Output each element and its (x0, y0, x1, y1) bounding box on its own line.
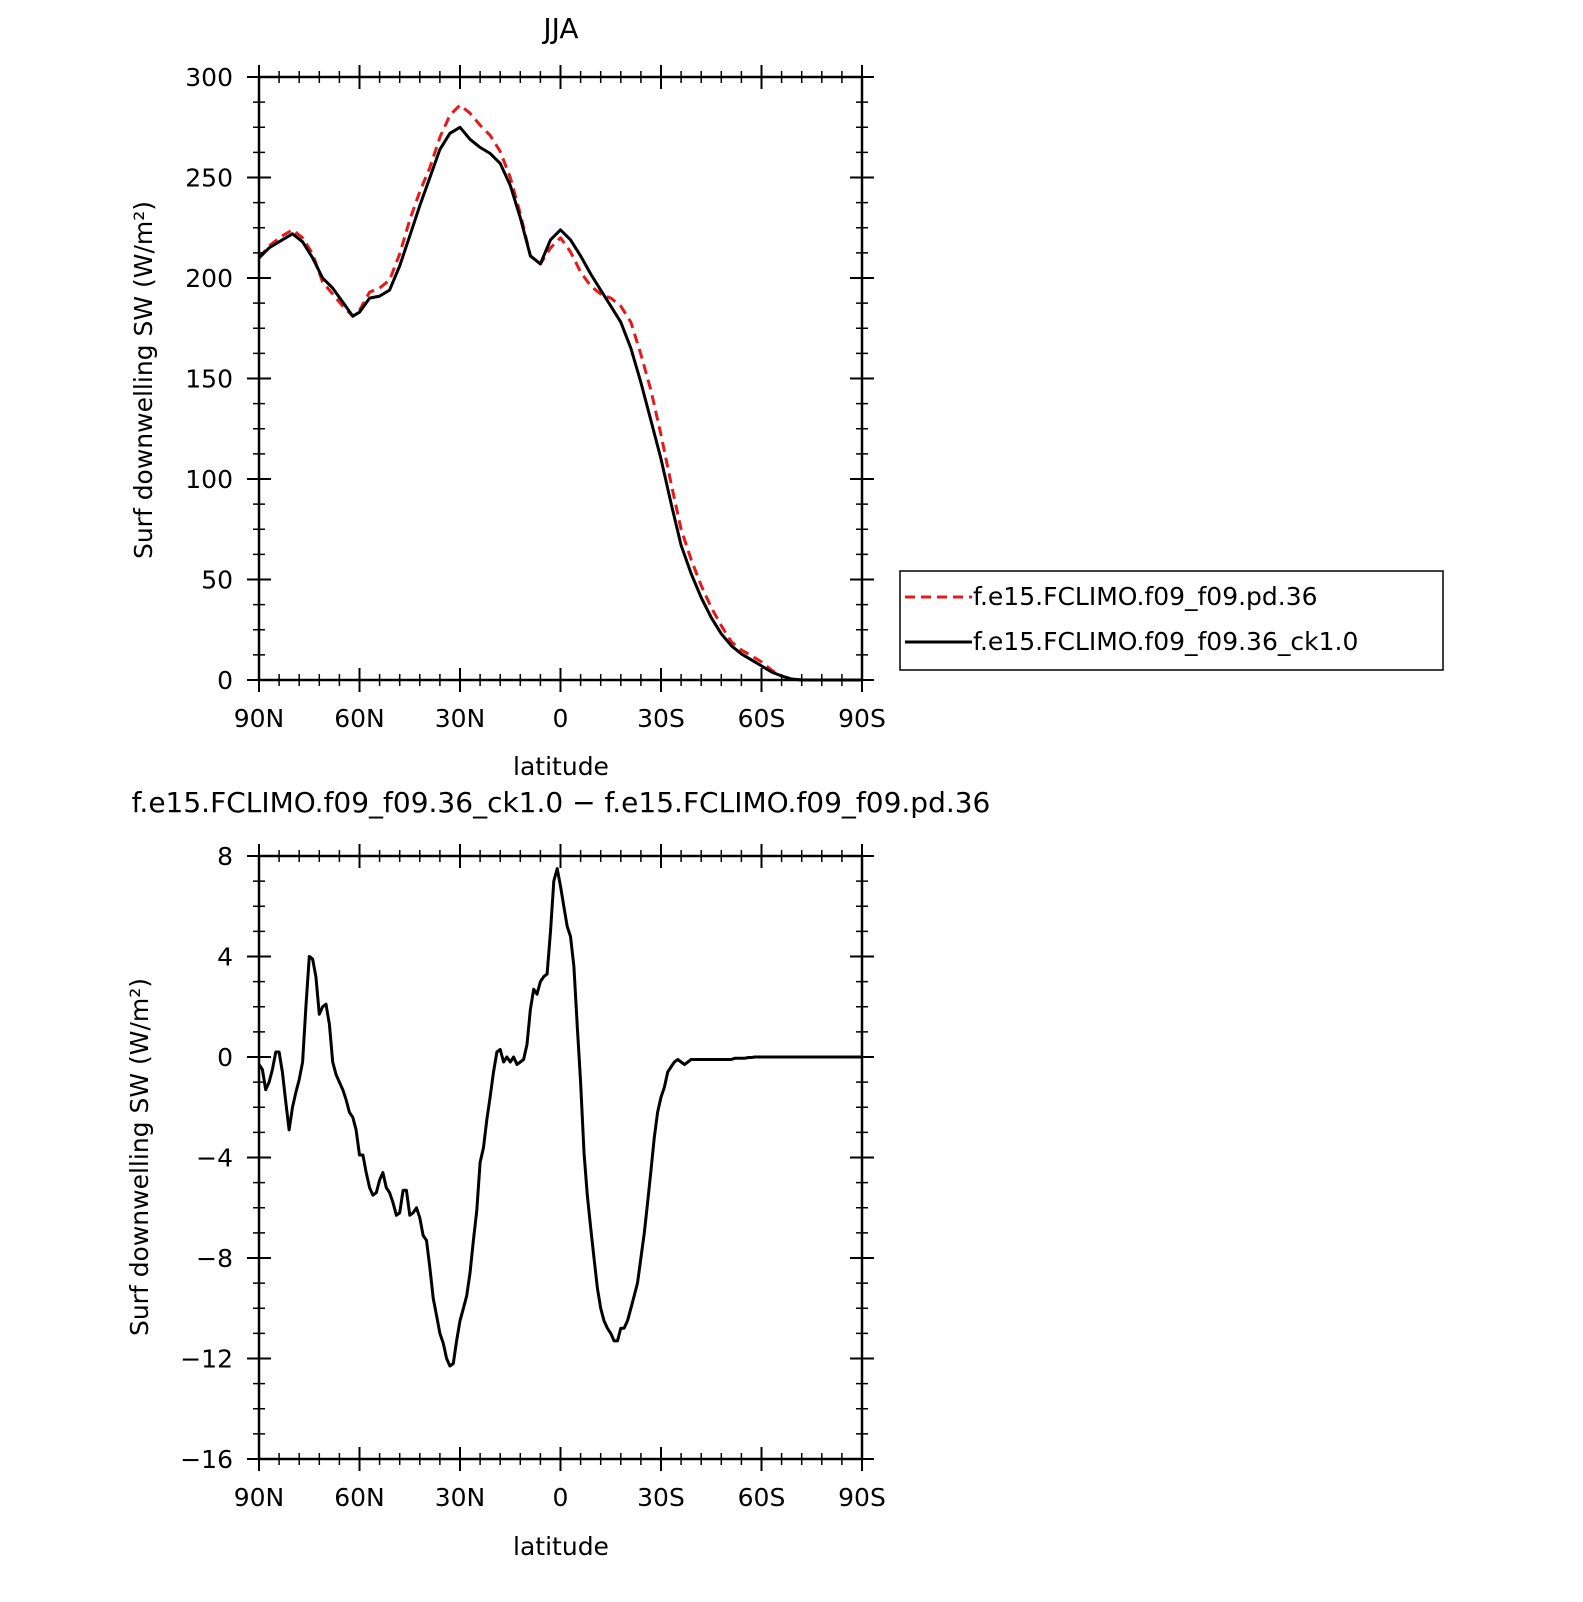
bottom-y-axis-title: Surf downwelling SW (W/m²) (125, 978, 154, 1336)
bottom-y-tick-label: −12 (180, 1345, 233, 1374)
top-y-axis-title: Surf downwelling SW (W/m²) (129, 201, 158, 559)
top-x-tick-label: 30N (435, 704, 486, 733)
bottom-chart-title: f.e15.FCLIMO.f09_f09.36_ck1.0 − f.e15.FC… (132, 786, 991, 819)
bottom-y-tick-label: −16 (180, 1445, 233, 1474)
bottom-x-tick-label: 30N (435, 1483, 486, 1512)
top-x-tick-label: 30S (637, 704, 685, 733)
top-y-tick-label: 300 (185, 63, 233, 92)
top-chart-legend: f.e15.FCLIMO.f09_f09.pd.36 f.e15.FCLIMO.… (899, 570, 1444, 671)
bottom-x-axis-title: latitude (513, 1532, 609, 1561)
top-x-tick-label: 60S (738, 704, 786, 733)
top-y-tick-label: 150 (185, 365, 233, 394)
bottom-chart-panel: f.e15.FCLIMO.f09_f09.36_ck1.0 − f.e15.FC… (125, 786, 990, 1561)
bottom-y-tick-label: 0 (217, 1043, 233, 1072)
top-y-tick-label: 100 (185, 465, 233, 494)
top-y-tick-label: 0 (217, 666, 233, 695)
legend-box (899, 570, 1444, 671)
bottom-plot-frame (257, 854, 864, 1461)
bottom-x-tick-label: 30S (637, 1483, 685, 1512)
top-x-tick-label: 0 (553, 704, 569, 733)
top-chart-title: JJA (541, 12, 578, 45)
bottom-x-tick-label: 60S (738, 1483, 786, 1512)
top-y-tick-label: 250 (185, 164, 233, 193)
bottom-y-tick-label: 4 (217, 943, 233, 972)
top-x-tick-label: 90S (838, 704, 886, 733)
top-x-axis-title: latitude (513, 752, 609, 781)
legend-label-pd36: f.e15.FCLIMO.f09_f09.pd.36 (973, 582, 1318, 611)
top-x-tick-label: 60N (334, 704, 385, 733)
bottom-y-tick-label: −4 (196, 1144, 233, 1173)
bottom-y-tick-label: 8 (217, 842, 233, 871)
bottom-y-tick-label: −8 (196, 1244, 233, 1273)
top-series-line-1 (257, 125, 862, 682)
top-x-tick-label: 90N (234, 704, 285, 733)
top-y-tick-label: 50 (201, 566, 233, 595)
bottom-x-tick-label: 0 (553, 1483, 569, 1512)
bottom-series-line-0 (257, 867, 862, 1368)
top-y-tick-label: 200 (185, 264, 233, 293)
top-chart-panel: JJA 90N 60N 30N 0 30S 60S 90S 0 50 100 150 200 250 30… (129, 12, 1444, 781)
top-series-line-0 (257, 103, 862, 682)
top-plot-frame (257, 75, 864, 682)
bottom-x-tick-label: 90N (234, 1483, 285, 1512)
legend-label-ck1: f.e15.FCLIMO.f09_f09.36_ck1.0 (973, 627, 1358, 656)
bottom-x-tick-label: 60N (334, 1483, 385, 1512)
bottom-x-tick-label: 90S (838, 1483, 886, 1512)
